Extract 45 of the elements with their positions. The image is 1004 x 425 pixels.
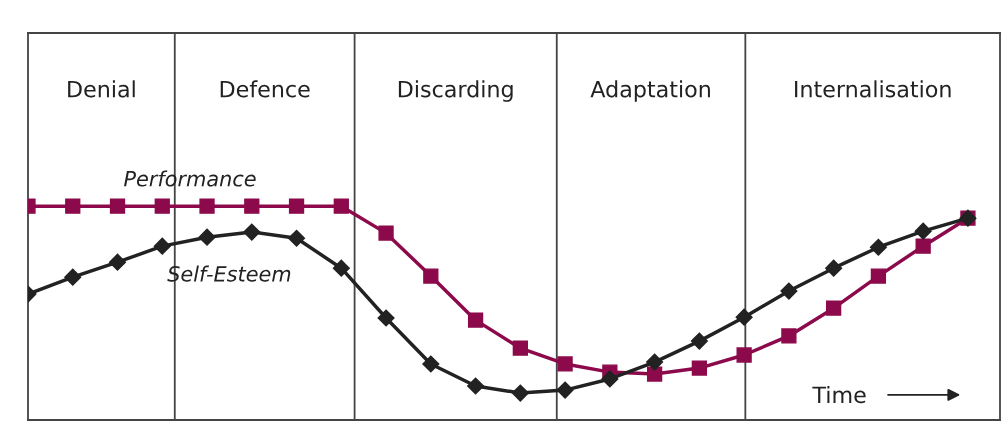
text: Discarding (398, 80, 513, 102)
point (243, 223, 261, 241)
point (512, 340, 528, 356)
point (288, 198, 305, 214)
point (422, 355, 440, 373)
point (511, 384, 529, 402)
point (153, 237, 171, 255)
point (646, 353, 664, 371)
point (377, 309, 395, 327)
text: Internalisation (795, 80, 951, 98)
point (735, 308, 753, 326)
point (781, 328, 797, 344)
point (870, 268, 887, 284)
point (646, 366, 663, 382)
point (691, 360, 708, 376)
point (109, 198, 126, 214)
annotation: Time (812, 386, 866, 404)
point (690, 332, 708, 350)
point (467, 377, 485, 395)
point (736, 347, 752, 363)
point (915, 238, 931, 254)
point (333, 198, 349, 214)
point (914, 222, 932, 240)
point (601, 370, 619, 388)
point (65, 198, 81, 214)
point (826, 300, 842, 316)
point (108, 253, 127, 271)
text: Denial (68, 80, 135, 98)
point (378, 225, 394, 241)
point (825, 259, 843, 277)
point (64, 268, 82, 286)
point (780, 282, 798, 300)
point (869, 238, 887, 256)
point (198, 228, 216, 246)
point (199, 198, 215, 214)
point (423, 268, 439, 284)
point (557, 356, 573, 372)
text: Defence (220, 80, 310, 98)
text: Adaptation (590, 80, 710, 102)
point (287, 229, 306, 247)
point (556, 381, 574, 399)
point (332, 259, 350, 277)
point (467, 312, 484, 328)
point (244, 198, 260, 214)
point (154, 198, 170, 214)
